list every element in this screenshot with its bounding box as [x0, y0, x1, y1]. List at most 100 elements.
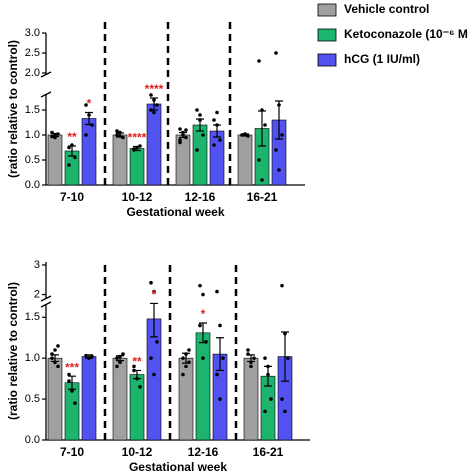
data-point [53, 360, 57, 365]
data-point [87, 113, 91, 117]
data-point [277, 103, 281, 107]
data-point [138, 144, 142, 148]
data-point [90, 354, 94, 359]
data-point [118, 354, 122, 359]
data-point [221, 356, 225, 360]
bar [178, 357, 194, 441]
data-point [155, 340, 159, 344]
data-point [212, 143, 216, 147]
y-tick-label: 0.5 [25, 154, 40, 166]
data-point [266, 372, 270, 377]
bar [192, 124, 208, 186]
data-point [195, 108, 199, 112]
bar [243, 357, 259, 441]
data-point [286, 356, 290, 360]
significance: * [152, 288, 157, 302]
y-tick-label: 1.0 [25, 352, 40, 364]
data-point [246, 352, 250, 356]
data-point [204, 340, 208, 344]
data-point [50, 356, 54, 360]
legend-swatch [317, 53, 337, 67]
data-point [215, 110, 219, 115]
data-point [53, 133, 57, 137]
bar [112, 134, 128, 186]
data-point [215, 372, 219, 377]
data-point [283, 331, 287, 336]
axis-break [40, 91, 52, 98]
bar [209, 130, 225, 186]
data-point [201, 133, 205, 137]
data-point [240, 133, 244, 137]
y-tick-label: 3 [34, 259, 40, 271]
data-point [263, 356, 267, 360]
data-point [56, 344, 60, 348]
data-point [132, 364, 136, 369]
data-point [263, 123, 267, 127]
data-point [135, 145, 139, 150]
data-point [132, 147, 136, 151]
data-point [56, 132, 60, 136]
data-point [181, 372, 185, 377]
bar [112, 357, 128, 441]
error-bar [150, 302, 158, 338]
axis-break [40, 295, 52, 302]
data-point [218, 323, 222, 328]
data-point [152, 98, 156, 102]
data-point [50, 352, 54, 356]
data-point [198, 283, 202, 288]
data-point [257, 158, 261, 162]
data-point [135, 376, 139, 381]
data-point [50, 134, 54, 139]
x-tick-label: 16-21 [247, 190, 278, 204]
data-point [198, 113, 202, 117]
data-point [280, 397, 284, 401]
data-point [260, 108, 264, 112]
bar [47, 134, 63, 186]
data-point [269, 397, 273, 401]
data-point [181, 133, 185, 137]
data-point [178, 140, 182, 145]
y-tick-label: 3.0 [25, 27, 40, 39]
x-axis-label: Gestational week [126, 205, 224, 219]
data-point [257, 59, 261, 63]
data-point [53, 135, 57, 140]
data-point [198, 118, 202, 122]
data-point [115, 364, 119, 369]
significance: ** [67, 130, 77, 144]
data-point [184, 364, 188, 369]
data-point [277, 168, 281, 172]
significance: * [87, 97, 92, 111]
data-point [132, 368, 136, 373]
data-point [70, 389, 74, 393]
y-tick-label: 1.0 [25, 129, 40, 141]
bar [237, 134, 253, 186]
data-point [67, 145, 71, 150]
data-point [246, 348, 250, 352]
data-point [121, 135, 125, 140]
data-point [152, 110, 156, 115]
x-tick-label: 16-21 [253, 445, 284, 459]
y-axis-label: (ratio relative to control) [6, 282, 20, 420]
bar [129, 148, 145, 186]
data-point [152, 372, 156, 377]
data-point [187, 360, 191, 365]
data-point [181, 356, 185, 360]
data-point [201, 292, 205, 297]
significance: * [201, 307, 206, 321]
y-tick-label: 2.5 [25, 47, 40, 59]
bar [81, 356, 97, 441]
significance: **** [145, 82, 164, 96]
x-tick-label: 10-12 [122, 445, 153, 459]
x-tick-label: 12-16 [188, 445, 219, 459]
data-point [218, 138, 222, 142]
significance: *** [65, 360, 79, 374]
data-point [187, 348, 191, 352]
data-point [56, 364, 60, 369]
data-point [121, 352, 125, 356]
data-point [178, 127, 182, 131]
data-point [73, 155, 77, 160]
data-point [243, 132, 247, 136]
x-axis-label: Gestational week [129, 460, 227, 474]
data-point [67, 163, 71, 167]
data-point [195, 148, 199, 152]
